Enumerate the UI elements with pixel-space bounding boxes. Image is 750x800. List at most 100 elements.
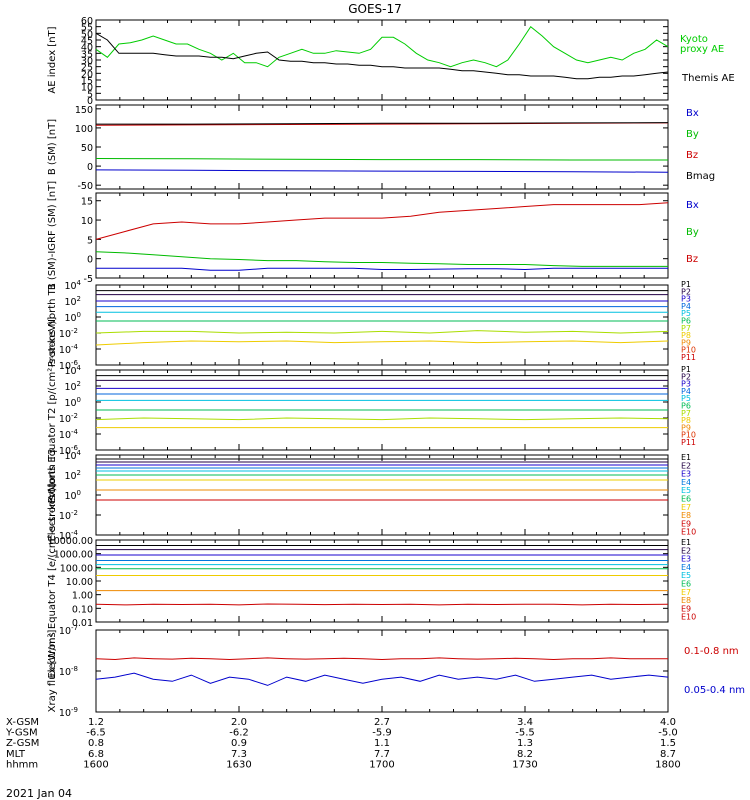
x-axis-row-value: 1.3 — [517, 738, 533, 749]
legend-item: E4 — [681, 563, 691, 572]
y-tick-label-ae: 25 — [81, 63, 93, 74]
legend-item: E3 — [681, 555, 691, 564]
y-tick-label-protons-t1: 10-6 — [59, 359, 79, 372]
legend-item: E9 — [681, 604, 691, 613]
legend-item: P4 — [681, 387, 691, 396]
y-tick-label-ae: 5 — [87, 89, 93, 100]
x-axis-row-value: 2.7 — [374, 717, 390, 728]
y-tick-label-protons-t2: 10-4 — [59, 428, 79, 441]
y-tick-label-protons-t1: 102 — [64, 295, 81, 308]
x-axis-row-value: 1600 — [83, 759, 108, 770]
y-tick-label-bigrf: -5 — [84, 274, 93, 285]
legend-item: Bx — [686, 108, 699, 119]
series-line-protons-t2-P7 — [95, 417, 669, 421]
series-line-bigrf-Bz — [95, 202, 669, 240]
legend-item: Bx — [686, 200, 699, 211]
legend-item: Bz — [686, 254, 698, 265]
y-axis-label-protons-t2: Protons Equator T2 [p/(cm²-s-sr-keV)] — [47, 317, 58, 504]
panel-frame-electrons-t3 — [95, 454, 669, 536]
y-tick-label-bsm: -50 — [77, 181, 93, 192]
y-axis-label-xray: Xray flux [W/m²] — [47, 630, 58, 713]
legend-item: E2 — [681, 461, 691, 470]
legend-item: P2 — [681, 287, 691, 296]
y-tick-label-ae: 60 — [81, 16, 93, 27]
x-axis-row-value: 1.2 — [88, 717, 104, 728]
y-tick-label-ae: 45 — [81, 36, 93, 47]
legend-item: P8 — [681, 331, 691, 340]
x-axis-row-value: 1730 — [512, 759, 537, 770]
x-axis-row-label: Z-GSM — [6, 738, 39, 749]
x-axis-row-value: 2.0 — [231, 717, 247, 728]
y-axis-label-electrons-t4: Electrons Equator T4 [e/(cm²-s-sr-keV)] — [47, 483, 58, 678]
legend-item: P1 — [681, 365, 691, 374]
panel-frame-electrons-t4 — [95, 539, 669, 623]
y-tick-label-electrons-t4: 0.01 — [72, 618, 93, 629]
y-tick-label-ae: 10 — [81, 83, 93, 94]
y-tick-label-protons-t2: 10-6 — [59, 444, 79, 457]
y-tick-label-bsm: 150 — [75, 105, 93, 116]
legend-item: E7 — [681, 588, 691, 597]
y-tick-label-protons-t1: 10-4 — [59, 343, 79, 356]
legend-item: 0.05-0.4 nm — [684, 685, 745, 696]
y-tick-label-electrons-t3: 102 — [64, 469, 81, 482]
legend-item: E10 — [681, 528, 696, 537]
panel-frame-bsm — [95, 104, 669, 190]
legend-item: P2 — [681, 372, 691, 381]
legend-item: P4 — [681, 302, 691, 311]
x-axis-row-value: -5.0 — [658, 728, 678, 739]
series-line-xray-0.1-0.8-nm — [95, 657, 668, 661]
x-axis-row-value: -6.2 — [229, 728, 249, 739]
y-tick-label-xray: 10-9 — [59, 706, 78, 719]
legend-item: By — [686, 227, 699, 238]
y-axis-label-bsm: B (SM) [nT] — [47, 119, 58, 175]
y-tick-label-electrons-t3: 10-2 — [59, 509, 78, 522]
legend-item: Kyoto — [680, 34, 708, 45]
x-axis-row-value: 1700 — [369, 759, 394, 770]
x-axis-row-label: MLT — [6, 749, 26, 760]
series-line-xray-0.05-0.4-nm — [95, 672, 669, 686]
legend-item: E8 — [681, 511, 691, 520]
panel-frame-xray — [95, 629, 669, 713]
legend-item: E4 — [681, 478, 691, 487]
y-tick-label-protons-t1: 100 — [64, 311, 81, 324]
legend-item: Themis AE — [681, 73, 735, 84]
series-line-bigrf-Bx — [96, 267, 668, 271]
legend-item: Bz — [686, 150, 698, 161]
y-tick-label-electrons-t4: 1000.00 — [54, 550, 93, 561]
legend-item: P7 — [681, 409, 691, 418]
legend-item: E2 — [681, 546, 691, 555]
x-axis-row-value: 0.8 — [88, 738, 104, 749]
legend-item: P3 — [681, 295, 691, 304]
y-tick-label-electrons-t4: 0.10 — [72, 604, 93, 615]
series-line-bsm-By — [95, 158, 668, 161]
y-tick-label-bigrf: 10 — [81, 216, 93, 227]
y-tick-label-ae: 20 — [81, 69, 93, 80]
legend-item: P8 — [681, 416, 691, 425]
x-axis-row-value: 1.5 — [660, 738, 676, 749]
legend-item: P9 — [681, 423, 691, 432]
legend-item: E1 — [681, 453, 691, 462]
y-tick-label-protons-t2: 100 — [64, 396, 81, 409]
y-axis-label-ae: AE index [nT] — [47, 26, 58, 93]
y-axis-label-bigrf: B (SM)-IGRF (SM) [nT] — [47, 181, 58, 290]
y-tick-label-ae: 0 — [87, 96, 93, 107]
legend-item: Bmag — [686, 171, 715, 182]
y-tick-label-electrons-t3: 104 — [64, 449, 81, 462]
y-tick-label-electrons-t4: 10000.00 — [48, 536, 93, 547]
y-axis-label-protons-t1: Protons North T1 — [47, 283, 58, 367]
x-axis-row-value: 0.9 — [231, 738, 247, 749]
legend-item: E7 — [681, 503, 691, 512]
y-tick-label-bsm: 100 — [75, 124, 93, 135]
y-tick-label-bigrf: 5 — [87, 235, 93, 246]
y-tick-label-ae: 35 — [81, 49, 93, 60]
y-tick-label-ae: 30 — [81, 56, 93, 67]
y-tick-label-electrons-t4: 10.00 — [66, 577, 93, 588]
series-line-bsm-Bmag — [96, 122, 669, 125]
y-tick-label-electrons-t3: 10-4 — [59, 529, 79, 542]
series-line-ae-Kyoto-proxy-AE — [95, 25, 669, 68]
legend-item: P7 — [681, 324, 691, 333]
y-tick-label-electrons-t4: 1.00 — [72, 591, 93, 602]
x-axis-row-label: Y-GSM — [5, 728, 38, 739]
y-tick-label-bsm: 50 — [81, 143, 93, 154]
